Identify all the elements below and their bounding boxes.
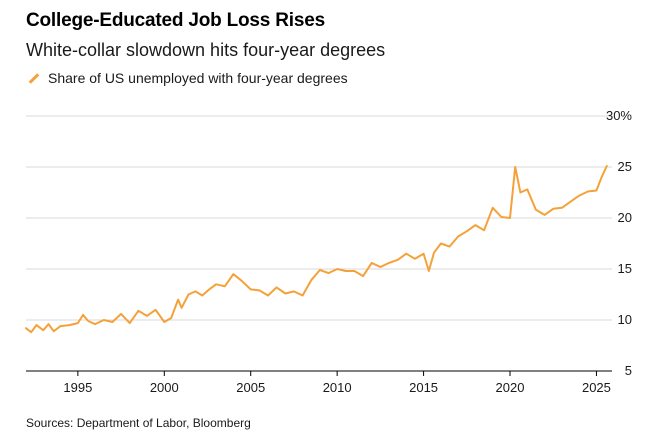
legend-label: Share of US unemployed with four-year de… [48,70,348,86]
chart-subtitle: White-collar slowdown hits four-year deg… [26,40,386,60]
chart-title: College-Educated Job Loss Rises [26,10,325,31]
y-tick-label-10: 10 [618,312,632,327]
x-tick-label-2015: 2015 [409,380,438,395]
x-tick-label-2025: 2025 [582,380,611,395]
y-tick-label-25: 25 [618,159,632,174]
x-tick-label-2020: 2020 [496,380,525,395]
x-tick-label-2000: 2000 [150,380,179,395]
y-tick-label-20: 20 [618,210,632,225]
series-line-0 [25,165,608,334]
source-note: Sources: Department of Labor, Bloomberg [26,416,251,430]
y-tick-label-15: 15 [618,261,632,276]
x-tick-label-1995: 1995 [63,380,92,395]
x-tick-label-2005: 2005 [236,380,265,395]
y-tick-label-5: 5 [625,363,632,378]
legend: Share of US unemployed with four-year de… [26,70,348,86]
y-tick-label-30: 30% [606,108,632,123]
x-tick-label-2010: 2010 [323,380,352,395]
